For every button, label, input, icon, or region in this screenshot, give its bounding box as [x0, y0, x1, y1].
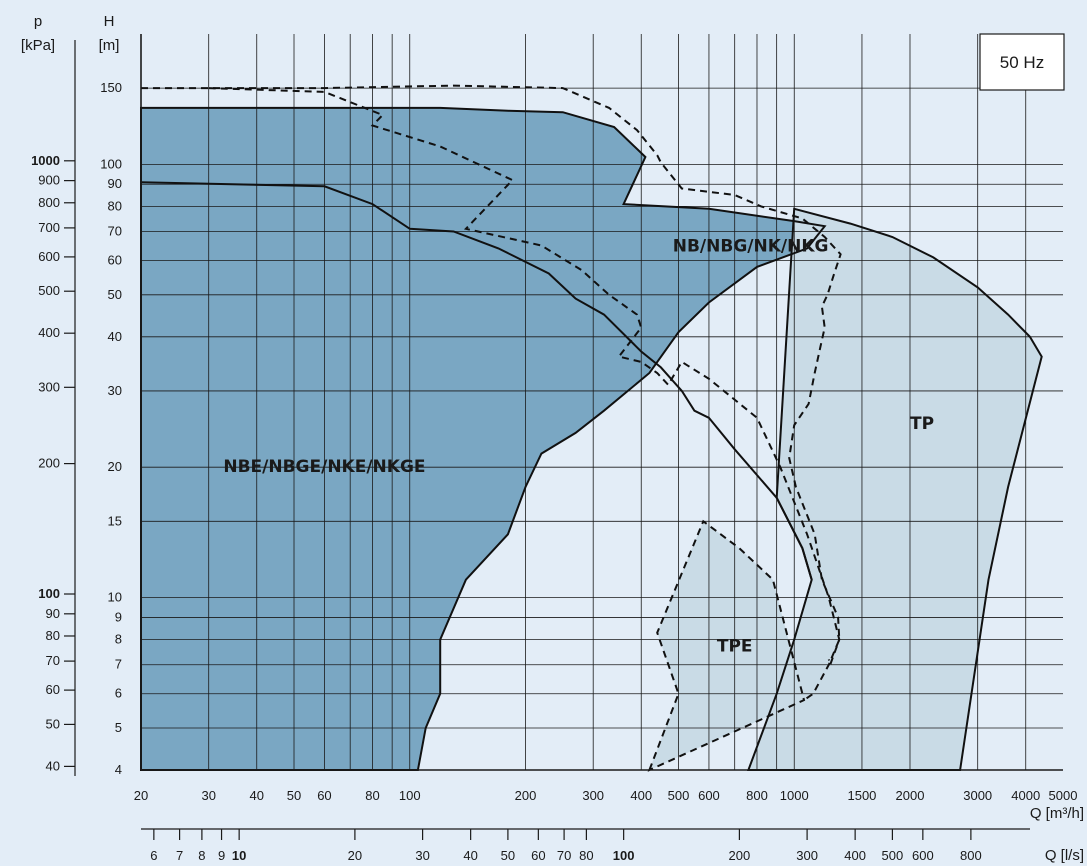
series-line-2	[140, 181, 813, 580]
x2-tick-label: 6	[150, 848, 157, 863]
series-line-1	[141, 84, 842, 701]
y-tick-label: 5	[115, 720, 122, 735]
y2-tick-label: 500	[38, 283, 60, 298]
series-label-2: NB/NBG/NK/NKG	[673, 236, 829, 256]
x2-tick-label: 7	[176, 848, 183, 863]
x2-axis-label: Q [l/s]	[1045, 847, 1084, 864]
y2-tick-label: 600	[38, 249, 60, 264]
x-tick-label: 50	[287, 788, 301, 803]
y2-axis-label-top: p	[34, 13, 42, 30]
y-tick-label: 20	[108, 459, 122, 474]
x-tick-label: 800	[746, 788, 768, 803]
y2-tick-label: 900	[38, 173, 60, 188]
y-tick-label: 7	[115, 657, 122, 672]
x2-tick-label: 100	[613, 848, 635, 863]
x-tick-label: 30	[201, 788, 215, 803]
x-tick-label: 200	[515, 788, 537, 803]
y-axis-label-bottom: [m]	[99, 37, 120, 54]
x-tick-label: 40	[250, 788, 264, 803]
x-tick-label: 100	[399, 788, 421, 803]
region-boundaries	[140, 84, 1043, 772]
frequency-label: 50 Hz	[1000, 53, 1044, 72]
y2-tick-label: 80	[46, 628, 60, 643]
y-tick-label: 8	[115, 632, 122, 647]
y2-tick-label: 400	[38, 325, 60, 340]
series-label-0: NBE/NBGE/NKE/NKGE	[223, 457, 425, 477]
x-tick-label: 600	[698, 788, 720, 803]
y2-tick-label: 300	[38, 379, 60, 394]
y-tick-label: 150	[100, 80, 122, 95]
gridlines	[141, 34, 1063, 770]
y-tick-label: 70	[108, 224, 122, 239]
x-tick-label: 1500	[847, 788, 876, 803]
x-axis-label: Q [m³/h]	[1030, 805, 1084, 822]
region-fill-0	[141, 107, 825, 770]
x2-tick-label: 20	[348, 848, 362, 863]
x-tick-label: 4000	[1011, 788, 1040, 803]
x2-tick-label: 30	[415, 848, 429, 863]
x-tick-label: 300	[582, 788, 604, 803]
series-label-5: TPE	[717, 637, 753, 657]
y2-tick-label: 1000	[31, 153, 60, 168]
y2-tick-label: 200	[38, 456, 60, 471]
y-tick-label: 60	[108, 253, 122, 268]
region-fill-5	[649, 521, 804, 770]
x-tick-label: 5000	[1049, 788, 1078, 803]
x2-tick-label: 800	[960, 848, 982, 863]
y-tick-label: 10	[108, 590, 122, 605]
x-tick-label: 400	[630, 788, 652, 803]
x2-tick-label: 70	[557, 848, 571, 863]
x-tick-label: 80	[365, 788, 379, 803]
y2-tick-label: 100	[38, 586, 60, 601]
y-tick-label: 30	[108, 383, 122, 398]
y2-tick-label: 40	[46, 758, 60, 773]
x2-tick-label: 40	[463, 848, 477, 863]
y-tick-label: 50	[108, 287, 122, 302]
x2-tick-label: 300	[796, 848, 818, 863]
x-tick-label: 1000	[780, 788, 809, 803]
x2-tick-label: 80	[579, 848, 593, 863]
y2-tick-label: 700	[38, 220, 60, 235]
y2-tick-label: 50	[46, 716, 60, 731]
y2-tick-label: 70	[46, 653, 60, 668]
y-axis-label-top: H	[104, 13, 115, 30]
x-tick-label: 60	[317, 788, 331, 803]
region-fills	[141, 107, 1042, 771]
y2-tick-label: 60	[46, 682, 60, 697]
x2-tick-label: 8	[198, 848, 205, 863]
x2-tick-label: 10	[232, 848, 246, 863]
series-line-3	[208, 87, 841, 669]
y2-tick-label: 90	[46, 606, 60, 621]
series-line-0	[140, 106, 827, 771]
x-tick-label: 3000	[963, 788, 992, 803]
y-tick-label: 6	[115, 686, 122, 701]
series-line-4	[746, 207, 1043, 771]
y-tick-label: 4	[115, 762, 122, 777]
region-labels: NBE/NBGE/NKE/NKGE NB/NBG/NK/NKG TP TPE	[223, 236, 934, 656]
y-tick-label: 100	[100, 156, 122, 171]
y-tick-label: 9	[115, 609, 122, 624]
y-tick-label: 15	[108, 513, 122, 528]
frequency-box: 50 Hz	[979, 33, 1065, 91]
region-fill-4	[748, 208, 1042, 771]
y2-tick-label: 800	[38, 195, 60, 210]
x2-tick-label: 9	[218, 848, 225, 863]
x2-tick-label: 400	[844, 848, 866, 863]
y-tick-label: 40	[108, 329, 122, 344]
x2-tick-label: 50	[501, 848, 515, 863]
y2-axis-label-bottom: [kPa]	[21, 37, 55, 54]
x2-tick-label: 600	[912, 848, 934, 863]
x2-tick-label: 500	[882, 848, 904, 863]
x2-tick-label: 200	[729, 848, 751, 863]
x-tick-label: 20	[134, 788, 148, 803]
y-tick-label: 80	[108, 198, 122, 213]
series-label-4: TP	[910, 414, 934, 434]
y-tick-label: 90	[108, 176, 122, 191]
x-tick-label: 2000	[896, 788, 925, 803]
x-tick-label: 500	[668, 788, 690, 803]
x2-tick-label: 60	[531, 848, 545, 863]
